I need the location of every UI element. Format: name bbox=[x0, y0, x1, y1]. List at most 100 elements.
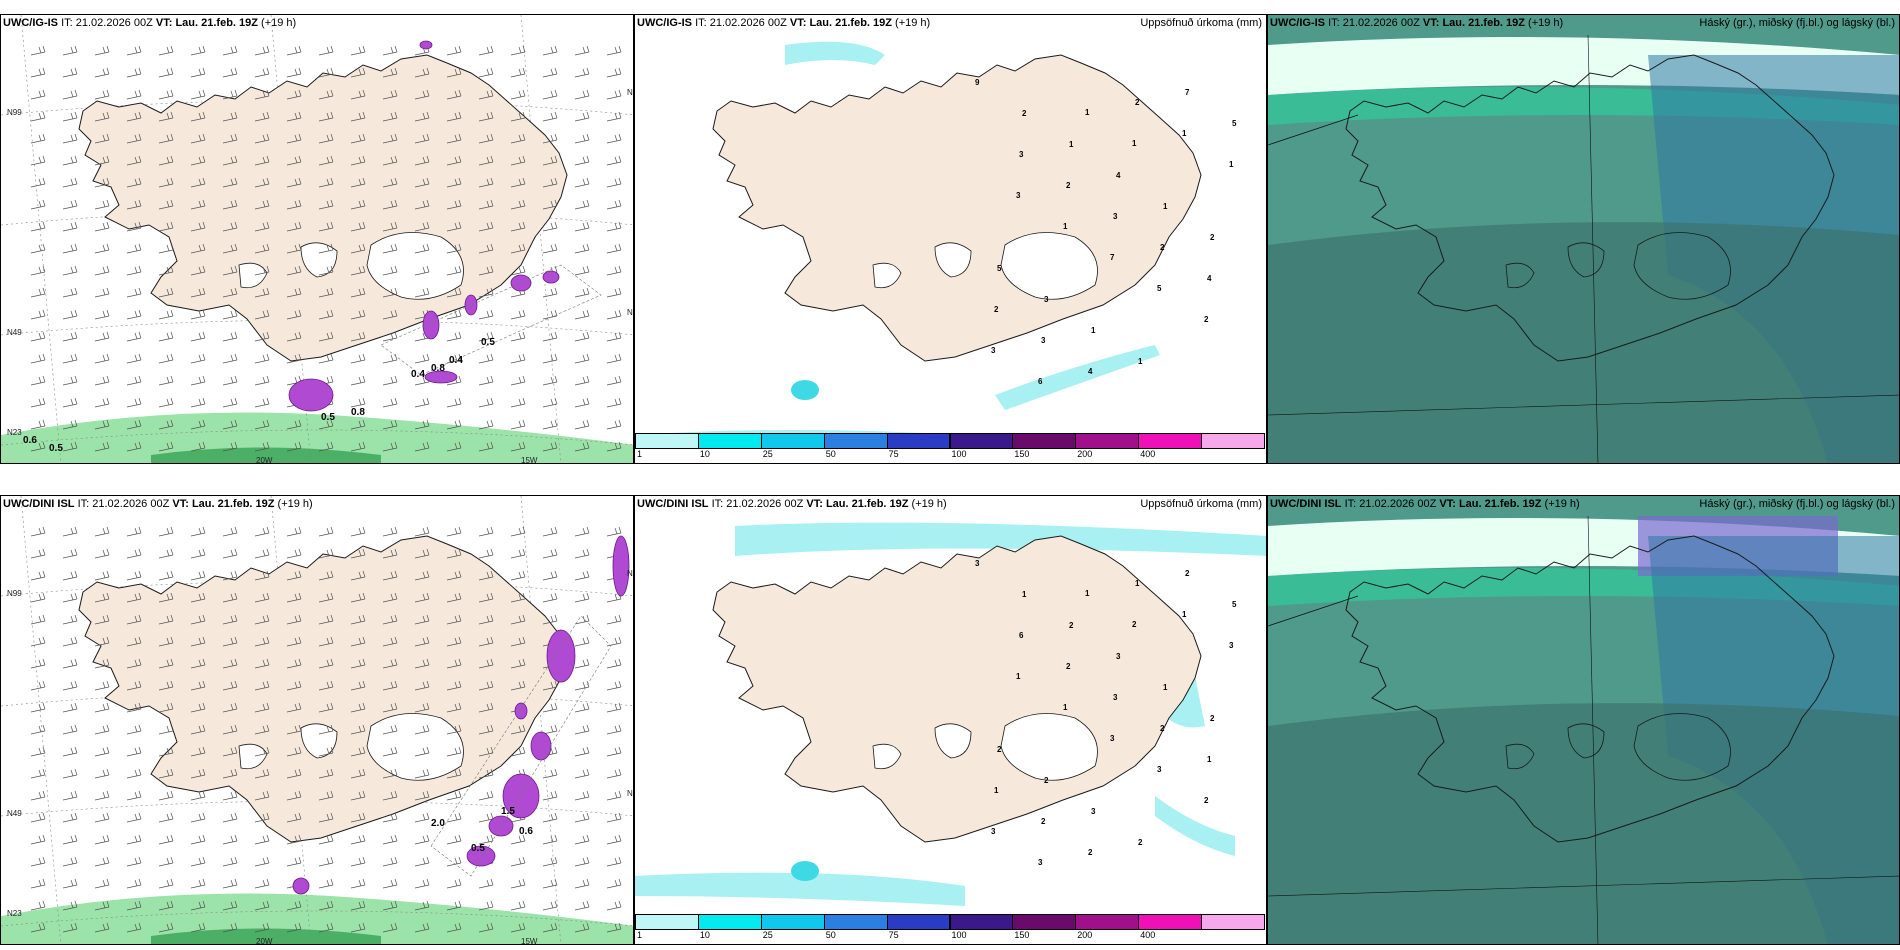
wind-barb bbox=[510, 89, 526, 100]
wind-barb bbox=[62, 746, 78, 757]
wind-barb bbox=[574, 592, 590, 603]
wind-barb bbox=[222, 570, 238, 581]
wind-barb bbox=[510, 878, 526, 889]
wind-barb bbox=[382, 397, 398, 408]
panel-header: UWC/IG-IS IT: 21.02.2026 00Z VT: Lau. 21… bbox=[3, 17, 297, 29]
colorbar-tick-label: 1 bbox=[637, 930, 643, 940]
wind-barb bbox=[542, 570, 558, 581]
wind-barb bbox=[574, 89, 590, 100]
wind-barb bbox=[414, 287, 430, 298]
wind-barb bbox=[318, 790, 334, 801]
wind-barb bbox=[94, 155, 110, 166]
wind-barb bbox=[510, 636, 526, 647]
wind-barb bbox=[414, 768, 430, 779]
wind-barb bbox=[158, 243, 174, 254]
wind-barb bbox=[446, 111, 462, 122]
wind-barb bbox=[286, 702, 302, 713]
wind-barb bbox=[30, 397, 46, 408]
wind-barb bbox=[286, 856, 302, 867]
axis-label: N23 bbox=[7, 428, 22, 437]
contour-label: 0.6 bbox=[519, 826, 533, 837]
wind-barb bbox=[190, 878, 206, 889]
convection-cell bbox=[510, 274, 532, 292]
wind-barb bbox=[94, 878, 110, 889]
wind-barb bbox=[126, 89, 142, 100]
wind-barb bbox=[94, 548, 110, 559]
wind-barb bbox=[94, 133, 110, 144]
wind-barb bbox=[574, 724, 590, 735]
wind-barb bbox=[478, 67, 494, 78]
wind-barb bbox=[158, 900, 174, 911]
wind-barb bbox=[542, 375, 558, 386]
wind-barb bbox=[94, 199, 110, 210]
wind-barb bbox=[414, 878, 430, 889]
wind-barb bbox=[94, 287, 110, 298]
colorbar-tick-label: 400 bbox=[1140, 930, 1156, 940]
wind-barb bbox=[126, 375, 142, 386]
wind-barb bbox=[478, 133, 494, 144]
wind-barb bbox=[574, 45, 590, 56]
wind-barb bbox=[190, 111, 206, 122]
wind-barb bbox=[350, 526, 366, 537]
precip-value: 1 bbox=[994, 786, 999, 795]
wind-barbs bbox=[30, 45, 622, 452]
wind-barb bbox=[126, 790, 142, 801]
wind-barb bbox=[126, 658, 142, 669]
wind-barb bbox=[510, 331, 526, 342]
wind-barb bbox=[606, 790, 622, 801]
wind-barb bbox=[446, 548, 462, 559]
convection-cell bbox=[419, 40, 433, 50]
precip-value: 1 bbox=[1063, 222, 1068, 231]
wind-barb bbox=[190, 441, 206, 452]
wind-barb bbox=[478, 922, 494, 933]
wind-barb bbox=[478, 287, 494, 298]
wind-barb bbox=[382, 331, 398, 342]
precip-value: 3 bbox=[1110, 734, 1115, 743]
wind-barb bbox=[606, 658, 622, 669]
wind-barb bbox=[510, 658, 526, 669]
colorbar-tick-label: 25 bbox=[762, 449, 773, 459]
wind-barb bbox=[606, 636, 622, 647]
wind-barb bbox=[350, 419, 366, 430]
wind-barb bbox=[542, 287, 558, 298]
wind-barb bbox=[126, 900, 142, 911]
wind-barb bbox=[414, 177, 430, 188]
wind-barb bbox=[126, 856, 142, 867]
wind-barb bbox=[254, 331, 270, 342]
wind-barb bbox=[126, 526, 142, 537]
wind-barb bbox=[254, 658, 270, 669]
wind-barb bbox=[318, 199, 334, 210]
wind-barb bbox=[222, 878, 238, 889]
wind-barb bbox=[222, 397, 238, 408]
wind-barb bbox=[350, 724, 366, 735]
wind-barb bbox=[510, 155, 526, 166]
precip-value: 2 bbox=[1044, 776, 1049, 785]
wind-barb bbox=[190, 680, 206, 691]
wind-barb bbox=[62, 375, 78, 386]
wind-barb bbox=[254, 592, 270, 603]
colorbar-swatch bbox=[886, 914, 951, 930]
wind-barb bbox=[350, 746, 366, 757]
wind-barb bbox=[254, 221, 270, 232]
wind-barb bbox=[30, 441, 46, 452]
wind-barb bbox=[94, 89, 110, 100]
wind-barb bbox=[254, 922, 270, 933]
wind-barb bbox=[286, 331, 302, 342]
panel-title: Uppsöfnuð úrkoma (mm) bbox=[1140, 498, 1262, 510]
precip-value: 1 bbox=[1016, 672, 1021, 681]
wind-barb bbox=[222, 133, 238, 144]
wind-barb bbox=[94, 790, 110, 801]
wind-barb bbox=[62, 309, 78, 320]
wind-barb bbox=[94, 419, 110, 430]
wind-barb bbox=[606, 812, 622, 823]
wind-map: 2.0 0.6 1.5 0.5 N99 N49 N23 N99 N49 20W 15W bbox=[1, 496, 633, 944]
wind-barb bbox=[158, 331, 174, 342]
wind-barb bbox=[574, 199, 590, 210]
wind-barb bbox=[126, 45, 142, 56]
precip-swath bbox=[995, 345, 1160, 410]
wind-barb bbox=[446, 570, 462, 581]
wind-barb bbox=[190, 856, 206, 867]
wind-barb bbox=[254, 724, 270, 735]
precip-value: 2 bbox=[1022, 109, 1027, 118]
